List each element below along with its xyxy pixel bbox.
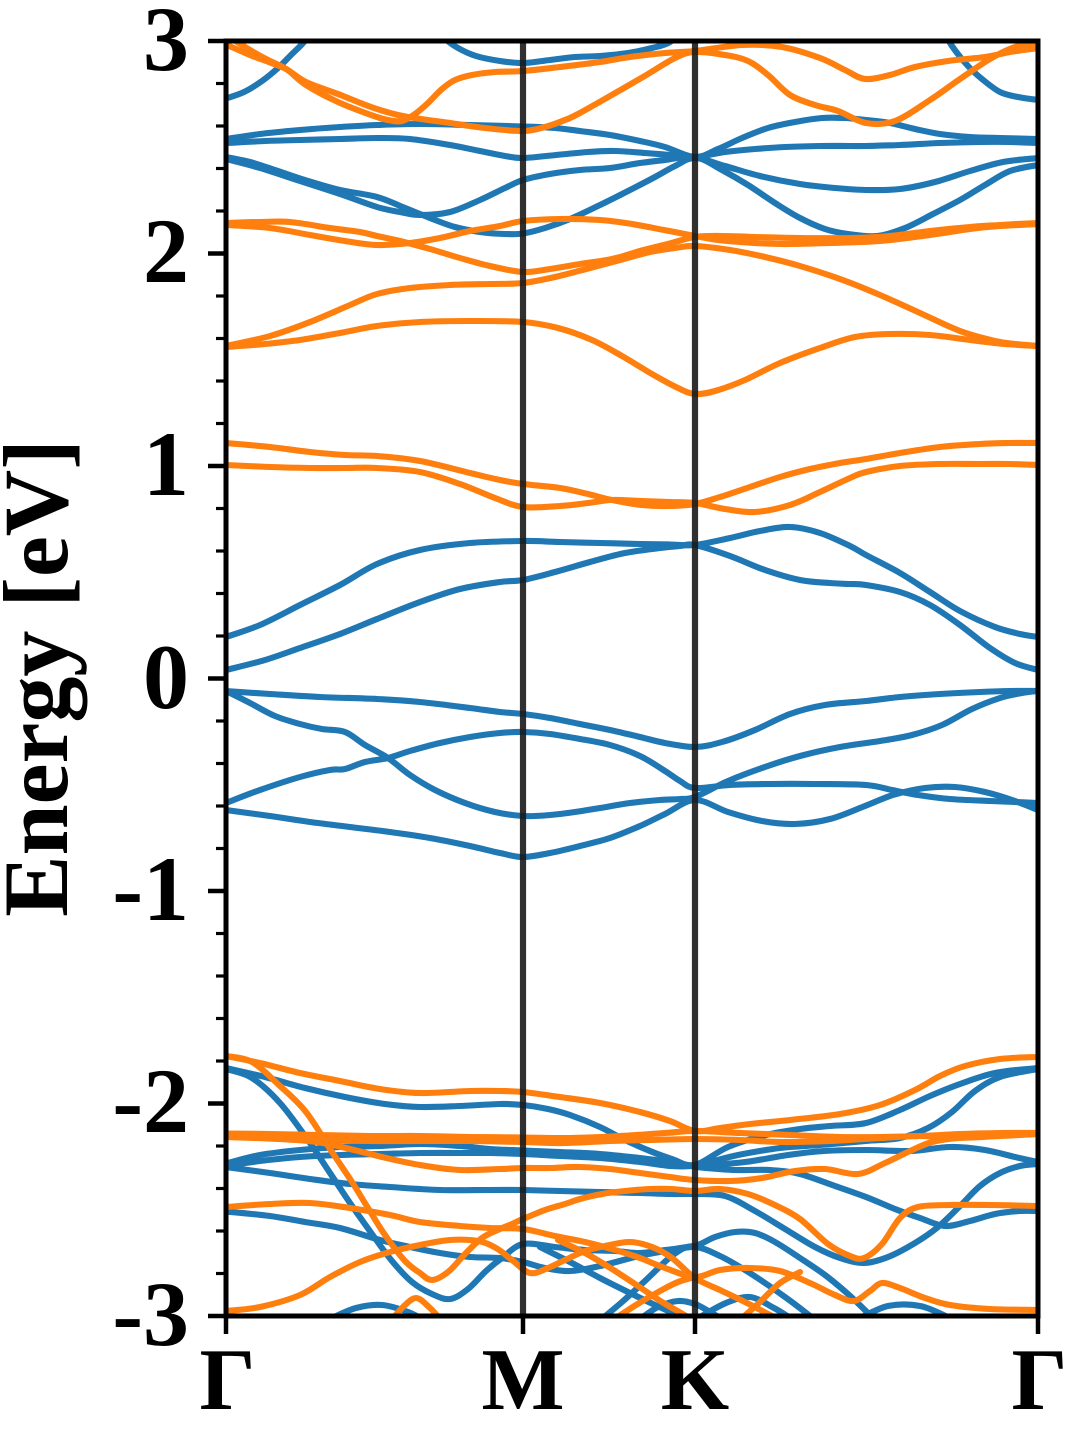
svg-text:1: 1 <box>143 413 189 515</box>
svg-text:-3: -3 <box>112 1263 189 1365</box>
svg-text:3: 3 <box>143 0 189 90</box>
svg-text:2: 2 <box>143 200 189 302</box>
svg-text:M: M <box>481 1332 564 1429</box>
svg-text:K: K <box>661 1332 729 1429</box>
svg-text:-1: -1 <box>112 838 189 940</box>
svg-text:Energy [eV]: Energy [eV] <box>0 439 87 917</box>
svg-text:-2: -2 <box>112 1050 189 1152</box>
svg-text:0: 0 <box>143 626 189 728</box>
